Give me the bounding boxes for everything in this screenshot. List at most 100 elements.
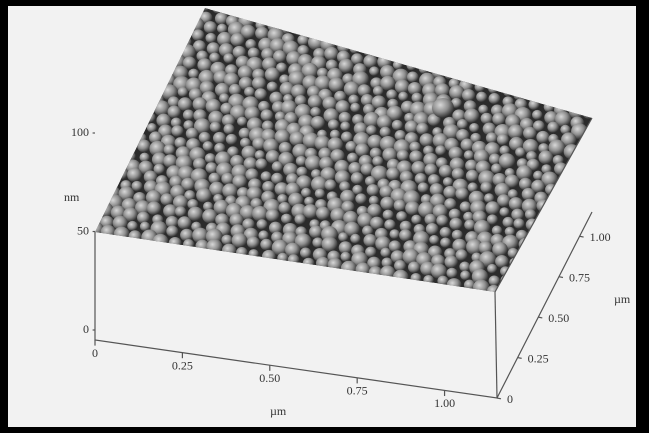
- bump: [301, 188, 311, 198]
- bump: [257, 219, 268, 229]
- bump: [407, 71, 419, 82]
- bump: [316, 207, 330, 220]
- bump: [219, 93, 229, 103]
- bump: [532, 110, 542, 120]
- bump: [409, 150, 422, 163]
- bump: [166, 226, 178, 237]
- bump: [525, 209, 536, 220]
- bump: [515, 147, 525, 157]
- bump: [405, 201, 420, 215]
- bump: [464, 220, 475, 231]
- bump: [322, 97, 337, 111]
- bump: [193, 97, 208, 111]
- x-tick-label: 0.50: [259, 371, 280, 385]
- bump: [398, 92, 408, 102]
- bump: [260, 239, 272, 250]
- bump: [255, 150, 265, 160]
- x-tick-label: 0.75: [347, 384, 368, 398]
- tick-mark: [580, 236, 584, 237]
- bump: [300, 248, 311, 259]
- bump: [462, 89, 475, 102]
- z-tick-label: 50: [77, 223, 89, 237]
- tick-mark: [538, 317, 542, 318]
- bump: [383, 210, 394, 220]
- bump: [178, 87, 188, 97]
- bump: [392, 120, 403, 130]
- bump: [171, 125, 183, 137]
- bump: [503, 217, 514, 228]
- bump: [168, 106, 181, 119]
- x-tick-label: 0.25: [172, 358, 193, 372]
- bump: [312, 237, 323, 247]
- bump: [522, 188, 535, 201]
- bump: [485, 201, 499, 215]
- bump: [296, 156, 307, 166]
- bump: [432, 98, 454, 118]
- bump: [389, 240, 401, 252]
- x-tick-label: 0: [92, 346, 98, 360]
- bump: [395, 80, 410, 94]
- z-axis-title: nm: [64, 190, 80, 204]
- bump: [492, 113, 505, 126]
- bump: [252, 206, 268, 221]
- bump: [495, 255, 509, 268]
- bump: [465, 160, 478, 172]
- x-axis-title: µm: [270, 404, 287, 418]
- bump: [164, 144, 175, 155]
- bump: [429, 235, 439, 245]
- bump: [132, 181, 143, 191]
- bump: [355, 193, 366, 204]
- bump: [247, 236, 260, 248]
- bump: [160, 193, 173, 205]
- bump: [183, 110, 194, 121]
- bump: [197, 58, 211, 72]
- bump: [395, 130, 406, 141]
- bump: [224, 124, 235, 134]
- bump: [366, 125, 377, 135]
- bump: [509, 197, 523, 210]
- y-tick-label: 0.25: [528, 351, 549, 365]
- bump: [363, 55, 377, 68]
- bump: [408, 261, 420, 273]
- bump: [380, 248, 390, 258]
- bump: [386, 89, 397, 99]
- bump: [461, 139, 474, 152]
- bump: [399, 229, 412, 241]
- y-tick-label: 0.75: [569, 270, 590, 284]
- bump: [350, 234, 360, 244]
- bump: [405, 120, 419, 133]
- bump: [418, 182, 429, 193]
- bump: [147, 201, 161, 215]
- bump: [513, 218, 524, 229]
- bump: [380, 127, 391, 138]
- y-tick-label: 0: [507, 392, 513, 406]
- bump: [457, 119, 468, 129]
- bump: [373, 86, 384, 96]
- bump: [192, 29, 204, 41]
- tick-mark: [518, 358, 522, 359]
- bump: [221, 235, 232, 245]
- bump: [539, 150, 554, 164]
- bump: [255, 88, 267, 100]
- bump: [281, 214, 292, 224]
- bump: [294, 214, 305, 225]
- bump: [446, 268, 457, 278]
- bump: [206, 162, 218, 173]
- bump: [523, 127, 537, 140]
- bump: [440, 238, 451, 248]
- bump: [443, 186, 456, 199]
- bump: [411, 161, 426, 175]
- bump: [213, 132, 226, 144]
- bump: [443, 177, 453, 187]
- bump: [255, 158, 267, 169]
- y-axis-title: µm: [614, 292, 631, 306]
- bump: [449, 218, 462, 230]
- bump: [341, 131, 353, 142]
- x-tick-label: 1.00: [434, 396, 455, 410]
- bump: [455, 187, 468, 200]
- bump: [308, 95, 323, 109]
- bump: [452, 230, 463, 240]
- bump: [394, 260, 406, 271]
- bump: [178, 216, 192, 229]
- bump: [303, 204, 318, 218]
